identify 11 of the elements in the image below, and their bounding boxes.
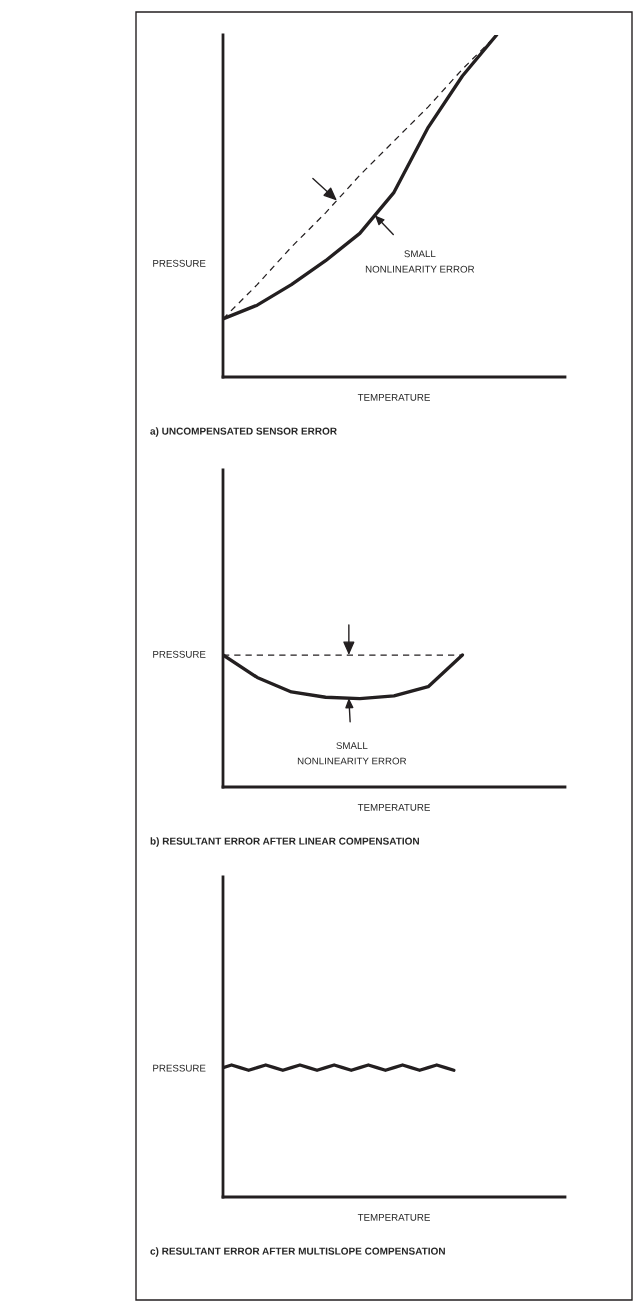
y-axis-title: PRESSURE [153,650,206,658]
text: b) RESULTANT ERROR AFTER LINEAR COMPENSATION [150,837,419,847]
text: a) UNCOMPENSATED SENSOR ERROR [150,427,337,437]
x-axis-title: TEMPERATURE [357,1214,430,1221]
annotation: SMALL NONLINEARITY ERROR [365,250,475,273]
y-axis-title: PRESSURE [153,1064,206,1072]
text: c) RESULTANT ERROR AFTER MULTISLOPE COMPENSATION [150,1247,445,1257]
annotation: SMALL NONLINEARITY ERROR [297,742,407,765]
y-axis-title: PRESSURE [153,259,206,267]
x-axis-title: TEMPERATURE [357,394,430,401]
x-axis-title: TEMPERATURE [357,804,430,811]
